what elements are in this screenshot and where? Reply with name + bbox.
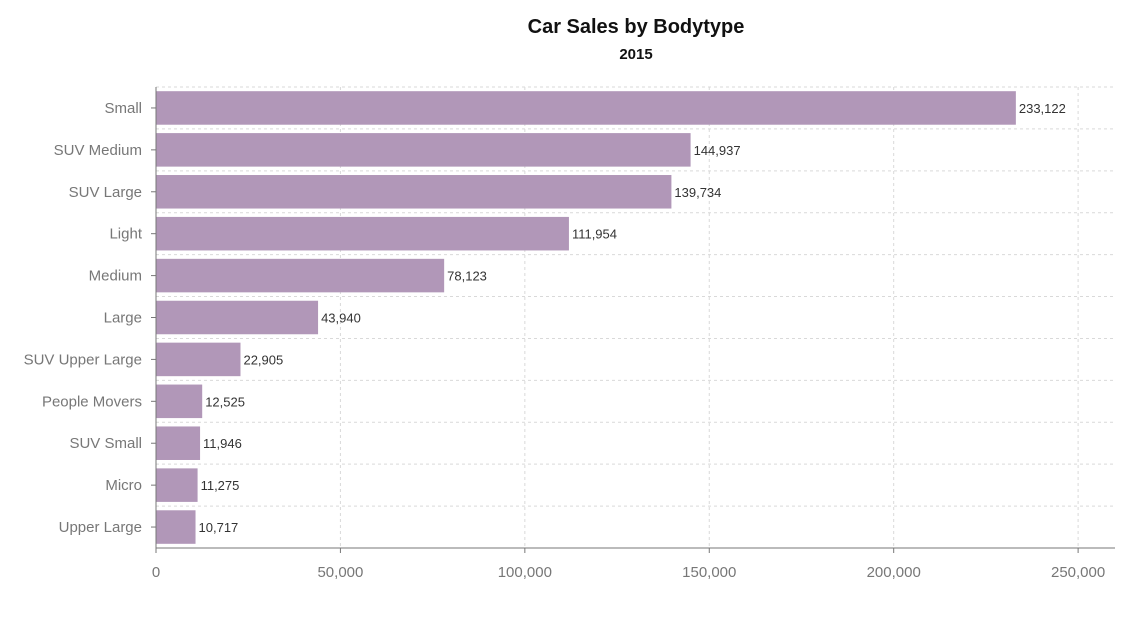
chart-title: Car Sales by Bodytype — [528, 16, 745, 38]
bar-value-label: 233,122 — [1019, 101, 1066, 116]
bar-value-label: 11,275 — [201, 478, 240, 493]
bar-value-label: 111,954 — [572, 227, 617, 242]
bar — [156, 133, 691, 167]
x-tick-label: 100,000 — [498, 564, 552, 581]
x-tick-label: 50,000 — [317, 564, 363, 581]
y-tick-label: Light — [109, 226, 142, 243]
bar — [156, 510, 196, 544]
x-tick-label: 0 — [152, 564, 160, 581]
bar-value-label: 43,940 — [321, 311, 361, 326]
y-tick-label: People Movers — [42, 393, 142, 410]
bar-value-label: 22,905 — [243, 352, 283, 367]
bar — [156, 91, 1016, 125]
bars: 233,122 144,937 139,734 111,954 78,123 43,940… — [156, 91, 1066, 544]
bar — [156, 342, 241, 377]
bar — [156, 175, 672, 209]
x-tick-label: 200,000 — [867, 564, 921, 581]
y-tick-label: SUV Small — [69, 435, 142, 452]
y-tick-label: Small — [104, 100, 142, 117]
y-tick-label: SUV Large — [69, 184, 142, 201]
chart-subtitle: 2015 — [619, 46, 652, 63]
y-tick-label: Micro — [105, 477, 142, 494]
axes: 0 50,000 100,000 150,000 200,000 250,000 Small… — [24, 87, 1115, 581]
bar — [156, 468, 198, 502]
bar — [156, 384, 203, 419]
bar-value-label: 78,123 — [447, 269, 487, 284]
bar-value-label: 10,717 — [199, 520, 239, 535]
x-tick-label: 250,000 — [1051, 564, 1105, 581]
bar — [156, 258, 445, 293]
bar-value-label: 139,734 — [674, 185, 721, 200]
y-tick-label: Large — [104, 310, 142, 327]
bar-value-label: 11,946 — [203, 436, 242, 451]
bar — [156, 216, 569, 251]
bar-value-label: 12,525 — [205, 394, 245, 409]
bar-value-label: 144,937 — [694, 143, 741, 158]
bar — [156, 300, 319, 335]
y-tick-label: Upper Large — [59, 519, 142, 536]
bar — [156, 426, 201, 460]
y-tick-label: SUV Upper Large — [24, 351, 142, 368]
y-tick-label: SUV Medium — [54, 142, 142, 159]
y-tick-label: Medium — [89, 268, 142, 285]
x-tick-label: 150,000 — [682, 564, 736, 581]
